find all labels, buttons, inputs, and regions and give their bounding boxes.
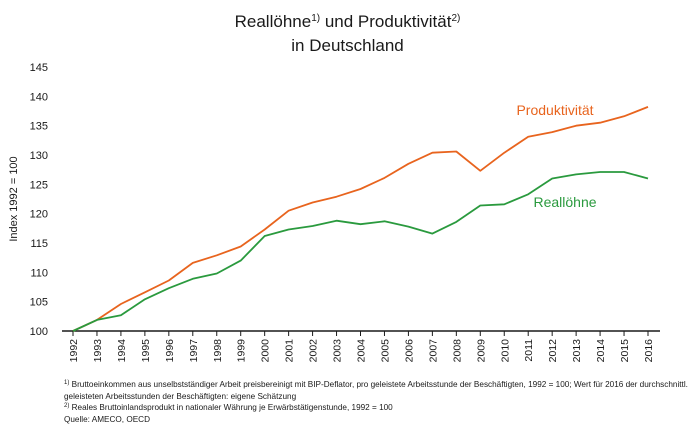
footnote-1: 1) Bruttoeinkommen aus unselbstständiger… (64, 379, 689, 402)
x-tick-label: 2003 (332, 339, 344, 363)
x-tick-label: 1999 (236, 339, 248, 363)
x-tick-label: 2012 (547, 339, 559, 363)
y-tick-label: 145 (30, 62, 48, 74)
y-tick-label: 115 (30, 238, 48, 250)
x-tick-label: 2005 (379, 339, 391, 363)
x-tick-label: 2000 (260, 339, 272, 363)
x-tick-label: 2011 (523, 339, 535, 362)
y-tick-label: 135 (30, 121, 48, 133)
x-tick-label: 1995 (140, 339, 152, 363)
series-label-reallohne: Reallöhne (533, 194, 596, 210)
x-tick-label: 1996 (164, 339, 176, 363)
series-line-produktivitat (72, 106, 649, 332)
x-tick-label: 2014 (595, 339, 607, 363)
x-tick-label: 2004 (356, 339, 368, 363)
chart-series (72, 106, 649, 332)
title-part-produktivitat: und Produktivität (320, 12, 452, 31)
series-labels: Produktivität Reallöhne (516, 102, 596, 210)
footnote-2: 2) Reales Bruttoinlandsprodukt in nation… (64, 402, 689, 414)
chart-title: Reallöhne1) und Produktivität2) in Deuts… (0, 10, 695, 58)
y-axis-ticks: 100 105 110 115 120 125 130 135 140 145 (30, 62, 48, 338)
series-line-reallohne (72, 171, 649, 332)
title-footnote-mark-2: 2) (451, 13, 461, 24)
x-tick-label: 2013 (571, 339, 583, 363)
footnote-2-text: Reales Bruttoinlandsprodukt in nationale… (69, 403, 393, 413)
footnote-1-text: Bruttoeinkommen aus unselbstständiger Ar… (64, 380, 688, 401)
x-tick-label: 1993 (92, 339, 104, 363)
y-tick-label: 120 (30, 209, 48, 221)
y-tick-label: 125 (30, 179, 48, 191)
footnote-source: Quelle: AMECO, OECD (64, 414, 150, 424)
title-footnote-mark-1: 1) (311, 13, 321, 24)
x-tick-label: 2010 (499, 339, 511, 363)
title-part-reallohne: Reallöhne (234, 12, 312, 31)
y-tick-label: 130 (30, 150, 48, 162)
x-tick-label: 2015 (619, 339, 631, 363)
x-tick-label: 1992 (68, 339, 80, 363)
footnote-2-mark: 2) (64, 403, 70, 410)
y-tick-label: 140 (30, 91, 48, 103)
x-tick-label: 2006 (403, 339, 415, 363)
y-tick-label: 110 (30, 267, 48, 279)
footnote-1-mark: 1) (64, 380, 70, 386)
y-tick-label: 105 (30, 297, 48, 309)
x-tick-label: 2002 (308, 339, 320, 363)
x-tick-label: 2009 (475, 339, 487, 363)
x-tick-label: 2008 (451, 339, 463, 363)
y-axis-label: Index 1992 = 100 (8, 156, 20, 241)
y-tick-label: 100 (30, 326, 48, 338)
x-tick-label: 1998 (212, 339, 224, 363)
footnotes: 1) Bruttoeinkommen aus unselbstständiger… (64, 379, 689, 425)
x-tick-label: 2016 (643, 339, 655, 363)
x-tick-label: 2007 (427, 339, 439, 363)
x-tick-label: 2001 (284, 339, 296, 363)
chart-title-line-2: in Deutschland (291, 36, 404, 55)
x-axis-ticks: 1992 1993 1994 1995 1996 1997 1998 1999 2000 2001… (68, 331, 655, 362)
series-label-produktivitat: Produktivität (516, 102, 593, 118)
x-tick-label: 1997 (188, 339, 200, 363)
x-tick-label: 1994 (116, 339, 128, 363)
chart-title-line-1: Reallöhne1) und Produktivität2) (0, 10, 695, 34)
